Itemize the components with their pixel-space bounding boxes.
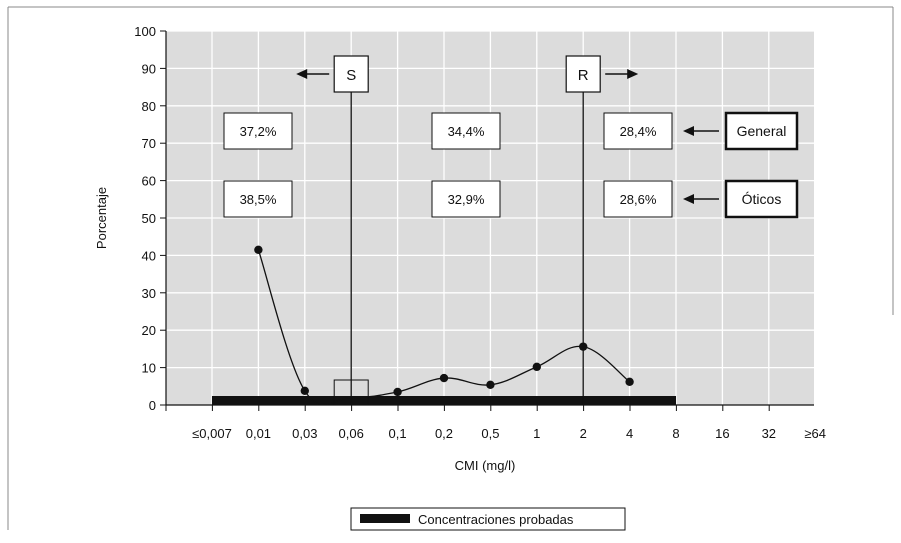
- x-tick-label: 0,5: [481, 426, 499, 441]
- x-tick-label: 1: [533, 426, 540, 441]
- breakpoint-label: R: [578, 67, 589, 84]
- percent-group-layer: 37,2% 34,4% 28,4% General 38,5% 32,9% 28,6% Óti…: [223, 111, 799, 219]
- x-tick-label: 0,1: [389, 426, 407, 441]
- y-tick-label: 0: [149, 398, 156, 413]
- data-point: [532, 362, 541, 372]
- axes: 0 10 20 30 40 50 60 70 80 90 100 ≤0,007 0,01 0,03 0,06…: [134, 24, 826, 441]
- percent-box: [223, 112, 293, 150]
- legend-box: [350, 507, 626, 531]
- percent-value: 28,4%: [620, 124, 657, 139]
- percent-value: 32,9%: [448, 192, 485, 207]
- x-tick-label: 8: [672, 426, 679, 441]
- data-point: [625, 377, 634, 387]
- y-tick-label: 30: [142, 286, 156, 301]
- y-tick-label: 40: [142, 248, 156, 263]
- y-tick-label: 100: [134, 24, 156, 39]
- percent-value: 38,5%: [240, 192, 277, 207]
- x-tick-label: 0,2: [435, 426, 453, 441]
- x-tick-label: 32: [762, 426, 776, 441]
- breakpoint-arrow-head: [627, 69, 639, 79]
- group-label-box: [724, 111, 799, 151]
- x-tick-label: 0,06: [339, 426, 364, 441]
- data-point: [254, 245, 263, 254]
- percent-value: 37,2%: [240, 124, 277, 139]
- group-label: General: [737, 123, 787, 139]
- x-tick-label: 16: [715, 426, 729, 441]
- x-tick-label: 0,03: [292, 426, 317, 441]
- percent-box: [431, 112, 501, 150]
- y-tick-label: 50: [142, 211, 156, 226]
- y-axis-label: Porcentaje: [94, 187, 109, 249]
- x-tick-label: ≥64: [804, 426, 826, 441]
- legend-swatch-tested-range: [360, 514, 410, 523]
- legend-label: Concentraciones probadas: [418, 512, 574, 527]
- percent-box: [603, 180, 673, 218]
- breakpoint-box: [565, 55, 601, 93]
- percent-box: [431, 180, 501, 218]
- data-point: [486, 380, 495, 390]
- group-arrow-head: [683, 194, 694, 204]
- x-axis-label: CMI (mg/l): [455, 458, 516, 473]
- breakpoint-box: [333, 55, 369, 93]
- y-tick-label: 80: [142, 99, 156, 114]
- y-tick-label: 60: [142, 174, 156, 189]
- data-point: [300, 386, 309, 395]
- group-label-box: [724, 179, 799, 219]
- y-tick-label: 90: [142, 61, 156, 76]
- y-tick-label: 10: [142, 361, 156, 376]
- percent-value: 34,4%: [448, 124, 485, 139]
- group-arrow-head: [683, 126, 694, 136]
- data-point: [439, 373, 449, 383]
- x-tick-label: 2: [580, 426, 587, 441]
- group-label: Óticos: [742, 191, 782, 207]
- x-tick-label: 0,01: [246, 426, 271, 441]
- tested-range-bar: [212, 396, 676, 405]
- y-tick-label: 70: [142, 136, 156, 151]
- tested-range-layer: [212, 396, 676, 405]
- legend: Concentraciones probadas: [350, 507, 626, 531]
- breakpoint-arrow-head: [296, 69, 308, 79]
- percent-box: [223, 180, 293, 218]
- x-tick-label: 4: [626, 426, 633, 441]
- y-tick-label: 20: [142, 323, 156, 338]
- x-tick-label: ≤0,007: [192, 426, 232, 441]
- percent-value: 28,6%: [620, 192, 657, 207]
- percent-box: [603, 112, 673, 150]
- data-point: [393, 387, 402, 397]
- breakpoint-label: S: [346, 67, 356, 84]
